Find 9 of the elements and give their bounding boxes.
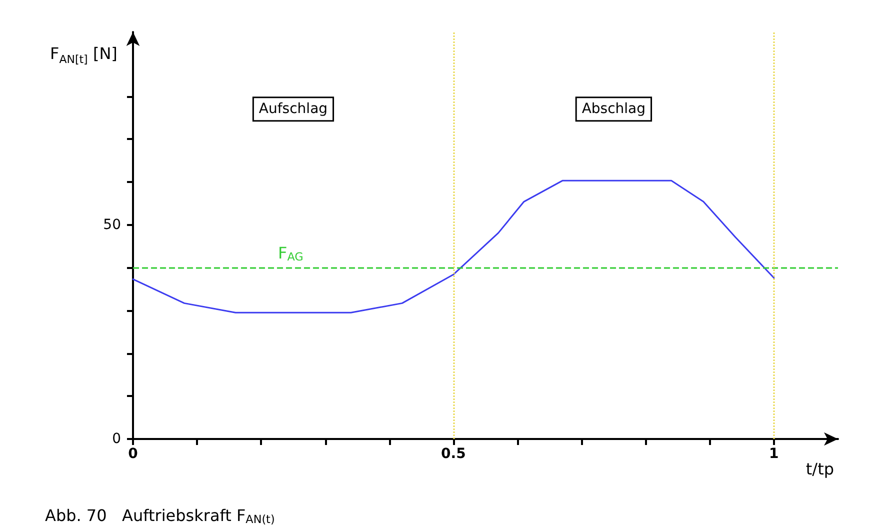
x-tick-label: 1 xyxy=(769,446,779,462)
annotation: Abschlag xyxy=(582,101,646,118)
y-axis-title: F$_{AN[t]}$ [N] xyxy=(50,44,118,66)
x-tick-label: 0.5 xyxy=(441,446,466,462)
x-axis-title: t/tp xyxy=(806,460,834,478)
annotation: Aufschlag xyxy=(258,101,328,118)
x-tick-label: 0 xyxy=(128,446,138,462)
y-tick-label: 50 xyxy=(103,216,121,233)
line-series xyxy=(132,180,775,314)
